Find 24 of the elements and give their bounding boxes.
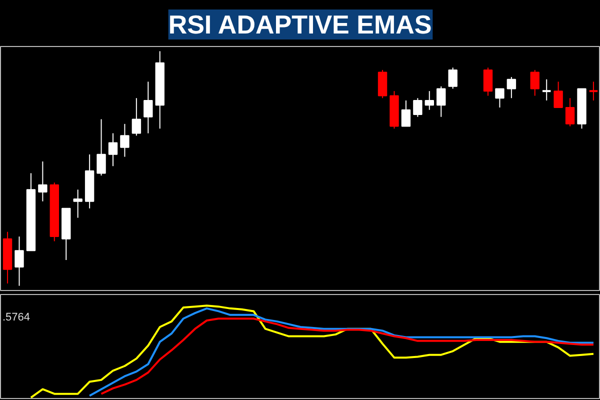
- chart-title: RSI ADAPTIVE EMAS: [168, 10, 432, 40]
- candlestick: [73, 189, 82, 218]
- candlestick: [541, 78, 552, 101]
- candlestick: [108, 132, 118, 167]
- candlestick: [120, 123, 130, 158]
- candlestick: [554, 81, 563, 108]
- candlestick: [436, 86, 446, 118]
- candlestick: [378, 69, 388, 99]
- candlestick: [448, 67, 458, 90]
- candlestick: [401, 100, 411, 127]
- candlestick: [495, 88, 504, 108]
- candlestick: [132, 98, 142, 136]
- candlestick: [14, 236, 24, 286]
- candlestick: [530, 69, 540, 96]
- candlestick: [588, 81, 599, 101]
- candlestick: [144, 81, 153, 134]
- candlestick: [96, 118, 106, 176]
- candlestick: [413, 98, 422, 118]
- annotation: .5764: [2, 312, 30, 324]
- candlestick: [565, 98, 575, 127]
- candlestick: [38, 160, 48, 202]
- candlestick: [506, 76, 516, 99]
- candlestick: [424, 90, 434, 110]
- candlestick: [483, 67, 493, 96]
